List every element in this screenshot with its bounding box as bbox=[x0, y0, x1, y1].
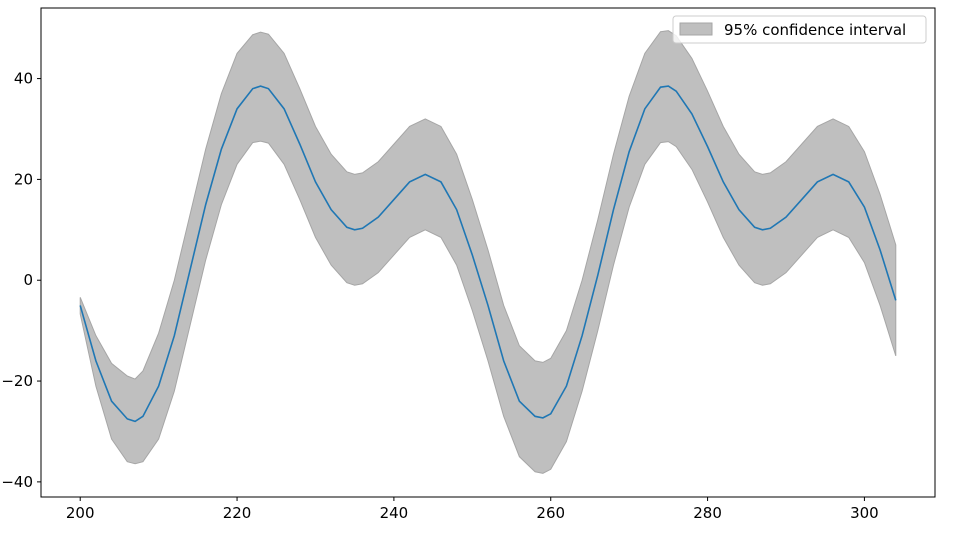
x-tick-label: 200 bbox=[66, 504, 95, 522]
legend-label: 95% confidence interval bbox=[724, 21, 906, 39]
x-tick-label: 260 bbox=[536, 504, 565, 522]
x-tick-label: 220 bbox=[223, 504, 252, 522]
legend-swatch-confidence-interval bbox=[679, 22, 713, 36]
y-tick-label: −40 bbox=[1, 473, 33, 491]
x-tick-label: 240 bbox=[380, 504, 409, 522]
confidence-band bbox=[79, 30, 897, 474]
y-tick-label: 0 bbox=[23, 271, 33, 289]
legend-box bbox=[672, 15, 927, 44]
x-tick-label: 280 bbox=[693, 504, 722, 522]
y-tick-label: −20 bbox=[1, 372, 33, 390]
y-tick-label: 20 bbox=[14, 170, 33, 188]
y-tick-label: 40 bbox=[14, 70, 33, 88]
x-tick-label: 300 bbox=[850, 504, 879, 522]
mean-line bbox=[79, 85, 897, 423]
legend: 95% confidence interval bbox=[672, 15, 927, 44]
plot-frame bbox=[40, 7, 936, 498]
